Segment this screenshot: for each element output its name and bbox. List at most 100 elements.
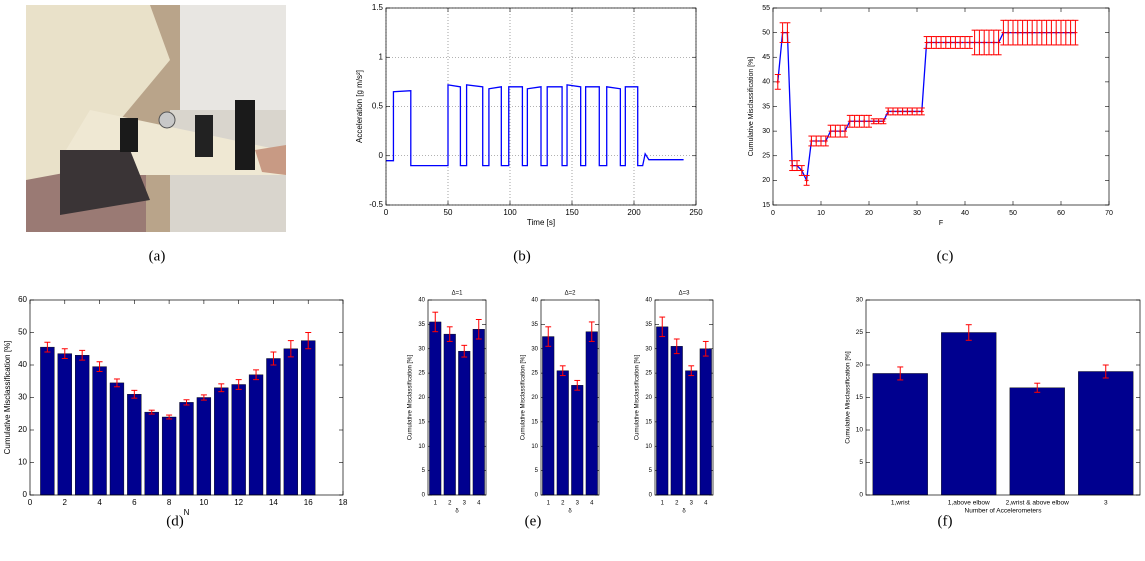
- x-tick-label: 1,above elbow: [948, 500, 990, 507]
- y-tick-label: 0: [649, 493, 653, 499]
- x-tick-label: 4: [477, 501, 481, 507]
- marker: [1044, 30, 1049, 35]
- x-tick-label: 16: [304, 498, 313, 507]
- y-tick-label: 55: [762, 5, 770, 12]
- x-tick-label: 0: [384, 208, 389, 217]
- y-tick-label: 40: [645, 298, 652, 304]
- y-tick-label: 20: [762, 177, 770, 184]
- marker: [915, 109, 919, 114]
- x-tick-label: 30: [913, 210, 921, 217]
- marker: [809, 138, 814, 143]
- x-tick-label: 10: [199, 498, 208, 507]
- x-tick-label: 6: [132, 498, 137, 507]
- y-tick-label: 1: [379, 52, 384, 61]
- marker: [847, 119, 852, 124]
- marker: [823, 138, 828, 143]
- bar: [542, 336, 555, 496]
- y-tick-label: 30: [645, 346, 652, 352]
- marker: [867, 119, 871, 124]
- y-axis-label: Acceleration [g m/s²]: [355, 70, 364, 143]
- y-axis-label: Cumulative Misclassification [%]: [521, 354, 527, 440]
- bar: [941, 332, 997, 496]
- y-axis-label: Cumulative Misclassification [%]: [3, 341, 12, 455]
- x-tick-label: 0: [771, 210, 775, 217]
- y-tick-label: 25: [856, 329, 864, 336]
- marker: [780, 30, 785, 35]
- marker: [852, 119, 857, 124]
- x-tick-label: 1: [434, 501, 438, 507]
- x-tick-label: 250: [689, 208, 703, 217]
- x-tick-label: 100: [503, 208, 517, 217]
- bar: [144, 411, 159, 496]
- bar: [57, 353, 72, 496]
- y-tick-label: 10: [856, 427, 864, 434]
- x-tick-label: 4: [590, 501, 594, 507]
- caption: (a): [149, 248, 166, 264]
- y-tick-label: 25: [645, 371, 652, 377]
- x-tick-label: 4: [97, 498, 102, 507]
- y-tick-label: 30: [762, 128, 770, 135]
- marker: [1030, 30, 1035, 35]
- bar: [429, 321, 442, 496]
- bar: [556, 370, 569, 496]
- y-axis-label: Cumulative Misclassification [%]: [748, 57, 755, 157]
- bar: [670, 346, 683, 496]
- chart: 0 5 10 15 20 25 30 35 40 1 2 3 4 Δ=3 δ Cumulative Miscl…: [635, 291, 714, 515]
- x-tick-label: 2: [63, 498, 68, 507]
- bar: [127, 394, 142, 496]
- marker: [814, 138, 819, 143]
- y-tick-label: 35: [645, 322, 652, 328]
- y-tick-label: 0: [535, 493, 539, 499]
- y-tick-label: 20: [418, 395, 425, 401]
- line: [386, 84, 684, 167]
- marker: [977, 40, 982, 45]
- marker: [1039, 30, 1044, 35]
- marker: [775, 79, 780, 84]
- x-tick-label: 8: [167, 498, 172, 507]
- marker: [881, 119, 886, 124]
- bar: [248, 374, 264, 496]
- x-tick-label: 150: [565, 208, 579, 217]
- marker: [1006, 30, 1011, 35]
- y-tick-label: 1.5: [372, 3, 384, 12]
- y-tick-label: 0: [859, 492, 863, 499]
- marker: [948, 40, 953, 45]
- y-tick-label: 40: [418, 298, 425, 304]
- marker: [1025, 30, 1030, 35]
- x-tick-label: 3: [576, 501, 580, 507]
- caption: (f): [938, 513, 953, 529]
- y-tick-label: 0.5: [372, 102, 384, 111]
- caption: (e): [525, 513, 542, 529]
- marker: [958, 40, 963, 45]
- bar: [266, 358, 281, 496]
- y-tick-label: 10: [18, 458, 27, 467]
- bar: [75, 355, 90, 496]
- y-tick-label: 0: [379, 151, 384, 160]
- marker: [1015, 30, 1020, 35]
- marker: [862, 119, 867, 124]
- x-axis-label: δ: [568, 509, 572, 515]
- y-tick-label: 20: [531, 395, 538, 401]
- y-tick-label: 10: [418, 444, 425, 450]
- bar: [699, 348, 712, 496]
- marker: [939, 40, 943, 45]
- marker: [1073, 30, 1078, 35]
- marker: [967, 40, 972, 45]
- marker: [891, 109, 895, 114]
- y-tick-label: 25: [418, 371, 425, 377]
- y-tick-label: 60: [18, 295, 27, 304]
- x-tick-label: 70: [1105, 210, 1113, 217]
- x-axis-label: F: [939, 220, 943, 227]
- x-tick-label: 0: [28, 498, 33, 507]
- marker: [1063, 30, 1068, 35]
- y-tick-label: -0.5: [369, 200, 383, 209]
- marker: [886, 109, 891, 114]
- chart-title: Δ=3: [679, 291, 691, 297]
- y-tick-label: 30: [856, 297, 864, 304]
- y-tick-label: 0: [422, 493, 426, 499]
- x-tick-label: 3: [463, 501, 467, 507]
- marker: [838, 129, 843, 134]
- x-tick-label: 2: [561, 501, 565, 507]
- y-tick-label: 35: [762, 103, 770, 110]
